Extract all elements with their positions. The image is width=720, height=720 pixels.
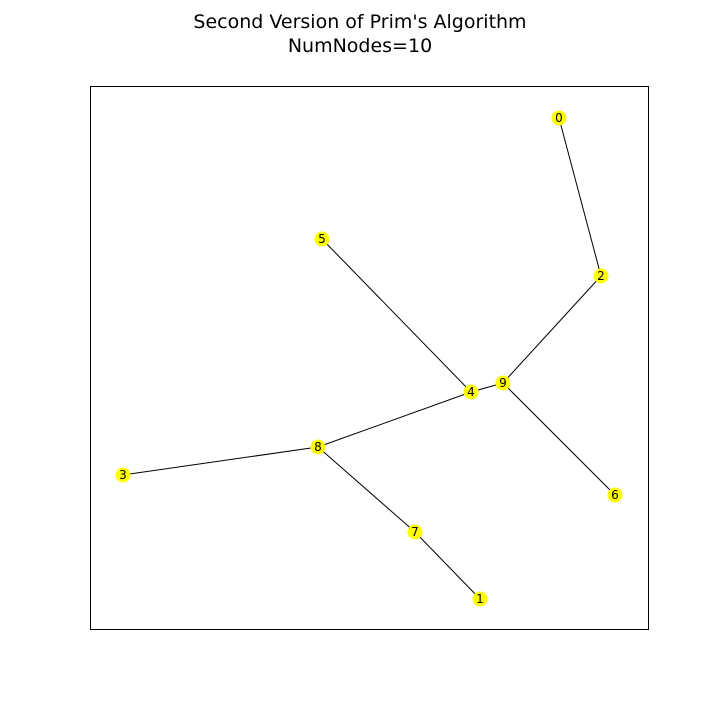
node-2: 2: [593, 268, 609, 284]
title-line-1: Second Version of Prim's Algorithm: [193, 11, 527, 33]
node-circle-7: [407, 524, 423, 540]
node-label-1: 1: [476, 592, 484, 606]
node-label-0: 0: [555, 111, 563, 125]
edge-0-2: [558, 117, 602, 277]
chart-title: Second Version of Prim's Algorithm NumNo…: [0, 10, 720, 58]
edge-2-9: [502, 275, 602, 384]
edge-9-6: [502, 382, 616, 496]
edges-layer: [122, 117, 616, 600]
node-label-9: 9: [499, 376, 507, 390]
node-circle-6: [607, 487, 623, 503]
node-5: 5: [314, 231, 330, 247]
node-circle-4: [463, 384, 479, 400]
node-4: 4: [463, 384, 479, 400]
edge-7-1: [414, 531, 481, 600]
node-1: 1: [472, 591, 488, 607]
node-7: 7: [407, 524, 423, 540]
node-circle-2: [593, 268, 609, 284]
node-circle-0: [551, 110, 567, 126]
node-circle-1: [472, 591, 488, 607]
node-circle-9: [495, 375, 511, 391]
node-8: 8: [310, 439, 326, 455]
node-circle-5: [314, 231, 330, 247]
node-label-5: 5: [318, 232, 326, 246]
node-label-6: 6: [611, 488, 619, 502]
edge-8-7: [317, 446, 416, 533]
edge-4-8: [317, 391, 472, 448]
node-label-3: 3: [119, 468, 127, 482]
edge-4-5: [321, 238, 472, 393]
title-line-2: NumNodes=10: [287, 35, 433, 57]
node-9: 9: [495, 375, 511, 391]
node-0: 0: [551, 110, 567, 126]
node-label-2: 2: [597, 269, 605, 283]
plot-frame: [90, 86, 649, 630]
edge-8-3: [122, 446, 319, 476]
node-label-7: 7: [411, 525, 419, 539]
node-circle-3: [115, 467, 131, 483]
nodes-layer: 0 1 2 3 4 5 6 7 8 9: [115, 110, 623, 607]
node-circle-8: [310, 439, 326, 455]
node-label-4: 4: [467, 385, 475, 399]
node-label-8: 8: [314, 440, 322, 454]
node-6: 6: [607, 487, 623, 503]
node-3: 3: [115, 467, 131, 483]
